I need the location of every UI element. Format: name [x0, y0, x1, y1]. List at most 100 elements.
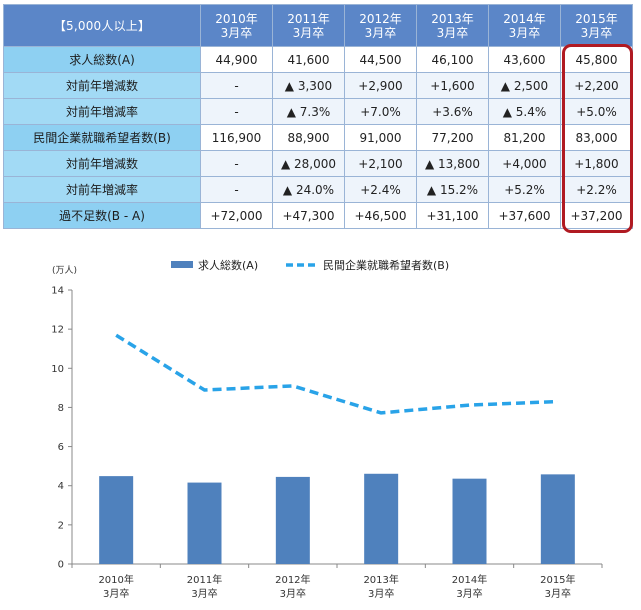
column-header-grad: 3月卒	[508, 25, 541, 40]
x-tick-label-grad: 3月卒	[545, 587, 571, 600]
table-cell: +37,600	[488, 202, 561, 229]
column-header-year: 2012年	[359, 11, 402, 26]
table-cell: +2,900	[344, 72, 417, 99]
table-cell: 88,900	[272, 124, 345, 151]
table-header-row: 【5,000人以上】 2010年 3月卒 2011年 3月卒 2012年 3月卒 2013年…	[3, 4, 633, 47]
table-cell: +5.0%	[560, 98, 633, 125]
chart-axes: 0 2 4 6 8 10 12 14	[51, 286, 603, 571]
table-cell: +7.0%	[344, 98, 417, 125]
table-cell: -	[200, 72, 273, 99]
x-tick-label-year: 2011年	[187, 573, 222, 586]
row-label: 対前年増減数	[3, 150, 201, 177]
y-tick-label: 8	[58, 403, 64, 414]
table-row: 対前年増減率 - ▲ 24.0% +2.4% ▲ 15.2% +5.2% +2.2%	[3, 176, 633, 203]
table-cell: +47,300	[272, 202, 345, 229]
table-cell: 46,100	[416, 46, 489, 73]
y-axis-unit-label: (万人)	[52, 265, 77, 276]
bar-2	[275, 476, 310, 564]
x-tick-label-year: 2015年	[540, 573, 575, 586]
x-tick-labels: 2010年3月卒2011年3月卒2012年3月卒2013年3月卒2014年3月卒…	[98, 573, 575, 600]
bar-4	[452, 478, 487, 564]
legend-bar-swatch	[171, 261, 193, 268]
bar-0	[99, 476, 134, 564]
x-tick-label-grad: 3月卒	[103, 587, 129, 600]
x-tick-label-grad: 3月卒	[456, 587, 482, 600]
table-cell: +46,500	[344, 202, 417, 229]
column-header-year: 2010年	[215, 11, 258, 26]
table-cell: ▲ 2,500	[488, 72, 561, 99]
y-tick-label: 0	[58, 560, 64, 571]
row-label: 対前年増減数	[3, 72, 201, 99]
table-cell: 43,600	[488, 46, 561, 73]
table-cell: +72,000	[200, 202, 273, 229]
y-tick-label: 12	[51, 325, 64, 336]
column-header-grad: 3月卒	[220, 25, 253, 40]
column-header: 2011年 3月卒	[272, 4, 345, 47]
column-header-grad: 3月卒	[436, 25, 469, 40]
recruitment-chart: (万人) 求人総数(A) 民間企業就職希望者数(B) 0 2 4 6 8 10 12 14 2…	[51, 258, 603, 600]
table-cell: +3.6%	[416, 98, 489, 125]
recruitment-table: 【5,000人以上】 2010年 3月卒 2011年 3月卒 2012年 3月卒 2013年…	[3, 4, 633, 229]
column-header-grad: 3月卒	[580, 25, 613, 40]
bar-3	[364, 473, 399, 564]
table-cell: +2.2%	[560, 176, 633, 203]
table-cell: 83,000	[560, 124, 633, 151]
table-cell: ▲ 5.4%	[488, 98, 561, 125]
table-row: 民間企業就職希望者数(B) 116,900 88,900 91,000 77,200 81…	[3, 124, 633, 151]
row-label: 過不足数(B - A)	[3, 202, 201, 229]
table-body: 求人総数(A) 44,900 41,600 44,500 46,100 43,600 45,…	[3, 46, 633, 229]
x-tick-label-grad: 3月卒	[368, 587, 394, 600]
table-cell: +2,200	[560, 72, 633, 99]
table-cell: 77,200	[416, 124, 489, 151]
x-tick-label-year: 2010年	[98, 573, 133, 586]
column-header: 2015年 3月卒	[560, 4, 633, 47]
column-header: 2013年 3月卒	[416, 4, 489, 47]
table-cell: +1,600	[416, 72, 489, 99]
chart-legend: 求人総数(A) 民間企業就職希望者数(B)	[171, 258, 449, 272]
table-cell: ▲ 13,800	[416, 150, 489, 177]
table-cell: -	[200, 176, 273, 203]
table-row: 対前年増減率 - ▲ 7.3% +7.0% +3.6% ▲ 5.4% +5.0%	[3, 98, 633, 125]
table-cell: 41,600	[272, 46, 345, 73]
table-row: 過不足数(B - A) +72,000 +47,300 +46,500 +31,100 +…	[3, 202, 633, 229]
legend-line-label: 民間企業就職希望者数(B)	[323, 258, 449, 272]
column-header: 2010年 3月卒	[200, 4, 273, 47]
line-series	[115, 333, 558, 415]
x-tick-label-grad: 3月卒	[280, 587, 306, 600]
table-cell: +2.4%	[344, 176, 417, 203]
table-cell: 44,500	[344, 46, 417, 73]
column-header: 2012年 3月卒	[344, 4, 417, 47]
table-cell: ▲ 24.0%	[272, 176, 345, 203]
table-cell: 44,900	[200, 46, 273, 73]
table-cell: +5.2%	[488, 176, 561, 203]
table-cell: ▲ 7.3%	[272, 98, 345, 125]
table-cell: 91,000	[344, 124, 417, 151]
table-cell: 116,900	[200, 124, 273, 151]
column-header: 2014年 3月卒	[488, 4, 561, 47]
row-label: 対前年増減率	[3, 176, 201, 203]
table-cell: 45,800	[560, 46, 633, 73]
table-corner-label: 【5,000人以上】	[3, 4, 201, 47]
table-cell: ▲ 15.2%	[416, 176, 489, 203]
x-tick-label-grad: 3月卒	[191, 587, 217, 600]
row-label: 民間企業就職希望者数(B)	[3, 124, 201, 151]
table-cell: -	[200, 98, 273, 125]
y-tick-label: 2	[58, 520, 64, 531]
table-cell: +1,800	[560, 150, 633, 177]
table-row: 対前年増減数 - ▲ 28,000 +2,100 ▲ 13,800 +4,000 +1,80…	[3, 150, 633, 177]
table-cell: ▲ 3,300	[272, 72, 345, 99]
x-tick-label-year: 2012年	[275, 573, 310, 586]
row-label: 対前年増減率	[3, 98, 201, 125]
column-header-year: 2015年	[575, 11, 618, 26]
y-tick-label: 4	[58, 481, 64, 492]
y-tick-label: 14	[51, 286, 64, 297]
line-path	[115, 333, 558, 415]
bar-series	[99, 473, 575, 564]
table-row: 求人総数(A) 44,900 41,600 44,500 46,100 43,600 45,…	[3, 46, 633, 73]
column-header-year: 2014年	[503, 11, 546, 26]
table-cell: +31,100	[416, 202, 489, 229]
y-tick-label: 6	[58, 442, 64, 453]
row-label: 求人総数(A)	[3, 46, 201, 73]
x-tick-label-year: 2013年	[363, 573, 398, 586]
